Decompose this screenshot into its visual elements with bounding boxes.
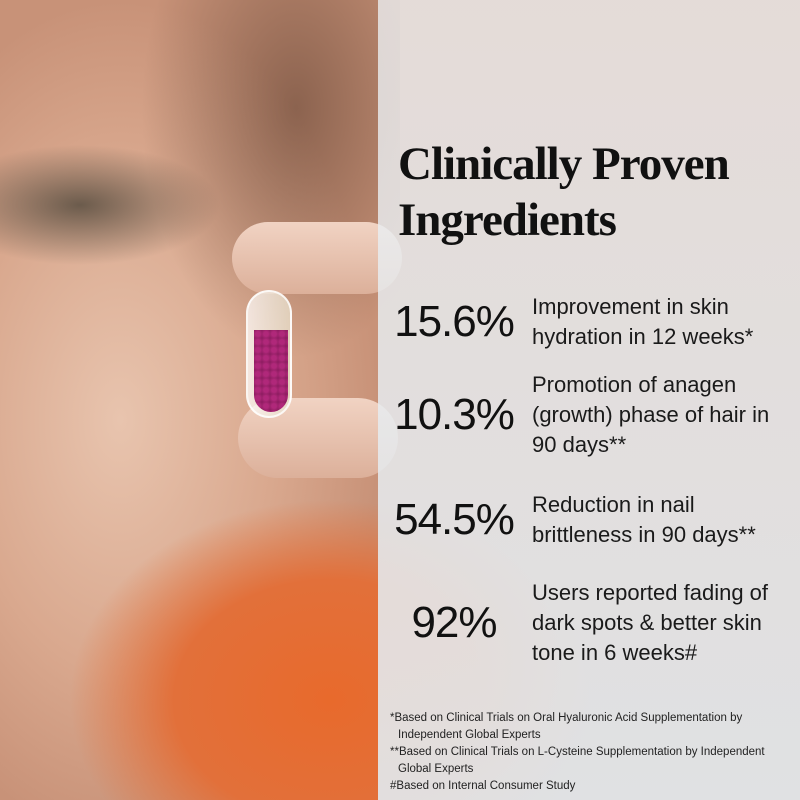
- stat-text: Improvement in skin hydration in 12 week…: [532, 294, 754, 349]
- stat-value: 54.5%: [394, 495, 515, 544]
- footnote: **Based on Clinical Trials on L-Cysteine…: [390, 746, 765, 775]
- stat-value: 92%: [411, 598, 497, 647]
- stat-nail: 54.5% Reduction in nail brittleness in 9…: [384, 490, 800, 550]
- finger-top: [232, 222, 402, 294]
- stat-value: 10.3%: [394, 390, 515, 439]
- footnote: #Based on Internal Consumer Study: [390, 780, 576, 792]
- footnotes: *Based on Clinical Trials on Oral Hyalur…: [388, 710, 798, 795]
- stat-text: Promotion of anagen (growth) phase of ha…: [532, 372, 770, 457]
- footnote: *Based on Clinical Trials on Oral Hyalur…: [390, 712, 743, 741]
- stat-hydration: 15.6% Improvement in skin hydration in 1…: [384, 292, 800, 352]
- stat-text: Users reported fading of dark spots & be…: [532, 580, 769, 665]
- stat-hair: 10.3% Promotion of anagen (growth) phase…: [384, 370, 800, 460]
- stat-value: 15.6%: [394, 297, 515, 346]
- info-panel: [378, 0, 800, 800]
- stat-text: Reduction in nail brittleness in 90 days…: [532, 492, 756, 547]
- stat-skin-tone: 92% Users reported fading of dark spots …: [384, 578, 800, 668]
- capsule-beads: [254, 330, 288, 412]
- headline: Clinically Proven Ingredients: [398, 138, 730, 246]
